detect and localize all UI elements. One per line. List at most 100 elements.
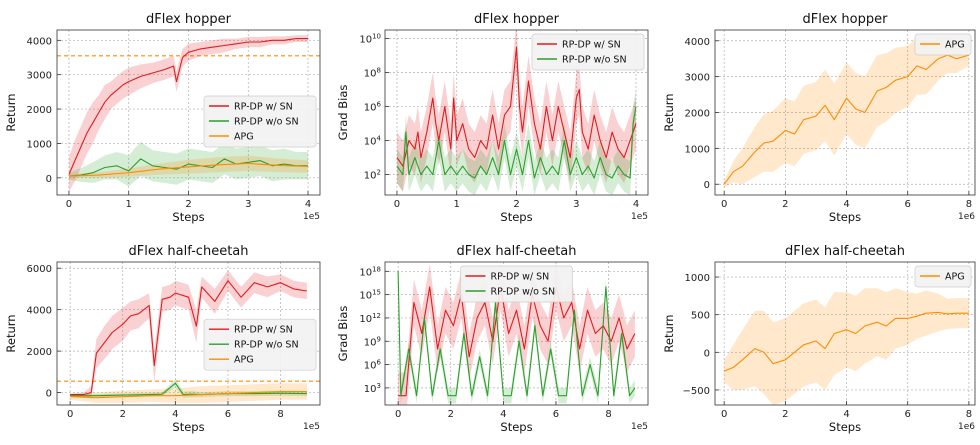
series-line-2 [396,106,637,179]
x-tick-label: 8 [277,409,283,420]
y-tick-label: 2000 [685,109,710,120]
legend-box [914,33,972,56]
y-tick-label: 1015 [359,289,381,302]
plot-area [397,263,636,405]
x-tick-label: 8 [966,199,972,210]
legend-label: RP-DP w/ SN [234,102,293,113]
x-axis-label: Steps [500,420,532,434]
legend-label: APG [945,272,965,283]
y-tick-label: 1000 [27,139,52,150]
y-tick-label: 103 [364,382,381,395]
y-axis-label: Return [662,93,676,131]
series-line-2 [397,271,636,397]
plot-area [723,37,970,188]
y-tick-label: 0 [704,180,710,191]
legend: RP-DP w/ SN RP-DP w/o SN APG [203,95,317,148]
x-tick-label: 0 [66,199,72,210]
legend-box [914,265,972,288]
legend: APG [914,265,972,288]
x-tick-label: 4 [843,199,849,210]
x-tick-label: 4 [172,409,178,420]
legend-label: RP-DP w/ SN [562,40,621,51]
series-band-1 [70,270,307,399]
chart-title: dFlex hopper [146,12,232,27]
legend-box [531,33,645,71]
y-tick-label: 104 [364,135,382,148]
y-tick-label: 109 [364,335,381,348]
y-tick-label: 0 [46,389,52,400]
x-offset-text: 1e5 [303,212,320,222]
y-tick-label: 1000 [685,273,710,284]
y-tick-label: −500 [683,386,710,397]
x-offset-text: 1e5 [631,422,648,432]
x-tick-label: 4 [843,409,849,420]
series-band-1 [397,30,636,192]
x-axis-label: Steps [829,420,861,434]
chart-title: dFlex hopper [474,12,560,27]
x-tick-label: 2 [782,199,788,210]
x-tick-label: 2 [513,199,519,210]
x-tick-label: 6 [553,409,559,420]
y-tick-label: 106 [364,101,382,114]
series-band-3 [70,383,307,403]
y-tick-label: 102 [364,169,381,182]
y-tick-label: 108 [364,67,381,80]
legend-label: RP-DP w/o SN [234,340,299,351]
series-band-1 [69,35,308,192]
series-band-1 [398,263,635,405]
y-tick-label: 3000 [685,73,710,84]
chart-title: dFlex half-cheetah [129,244,249,259]
x-tick-label: 6 [225,409,231,420]
y-tick-label: 1000 [685,144,710,155]
legend-label: APG [234,355,254,366]
series-line-1 [398,286,636,397]
legend-label: RP-DP w/ SN [234,325,293,336]
x-axis-label: Steps [829,210,861,224]
x-offset-text: 1e6 [958,212,975,222]
chart-panel-5: 0 2 4 6 8 103 106 109 1012 1015 1018 dFlex half-che… [336,244,649,434]
chart-title: dFlex hopper [803,12,889,27]
y-axis-label: Return [4,93,18,131]
series-line-2 [70,382,307,397]
x-tick-label: 2 [448,409,454,420]
x-tick-label: 0 [394,199,400,210]
y-axis-label: Return [662,314,676,352]
plot-area [57,35,320,192]
series-band-1 [724,37,969,188]
series-line-2 [68,158,308,177]
x-tick-label: 6 [905,409,911,420]
x-offset-text: 1e5 [303,422,320,432]
series-band-1 [724,288,969,405]
y-tick-label: 500 [691,311,710,322]
legend: RP-DP w/ SN RP-DP w/o SN [531,33,645,71]
x-tick-label: 0 [721,199,727,210]
legend-box [460,265,573,303]
chart-panel-3: 0 2 4 6 8 0 1000 2000 3000 4000 dFlex hopper Steps R… [662,12,976,224]
axes-frame [714,261,976,406]
legend-label: APG [945,40,965,51]
legend-label: RP-DP w/ SN [491,272,550,283]
legend-label: RP-DP w/o SN [562,55,627,66]
x-axis-label: Steps [500,210,532,224]
x-axis-label: Steps [172,420,204,434]
x-tick-label: 2 [185,199,191,210]
y-axis-label: Return [4,314,18,352]
y-tick-label: 0 [704,348,710,359]
y-tick-label: 1018 [359,265,381,278]
y-tick-label: 2000 [27,347,52,358]
series-line-1 [723,311,969,372]
axes-frame [384,261,649,406]
legend: RP-DP w/ SN RP-DP w/o SN APG [203,318,317,371]
legend: RP-DP w/ SN RP-DP w/o SN [460,265,573,303]
y-tick-label: 4000 [685,37,710,48]
y-tick-label: 1010 [359,33,381,46]
x-axis-label: Steps [172,210,204,224]
plot-area [57,270,320,403]
chart-title: dFlex half-cheetah [785,244,905,259]
x-tick-label: 8 [966,409,972,420]
series-line-1 [68,38,308,175]
series-line-3 [70,390,307,399]
y-tick-label: 4000 [27,36,52,47]
y-tick-label: 2000 [27,105,52,116]
